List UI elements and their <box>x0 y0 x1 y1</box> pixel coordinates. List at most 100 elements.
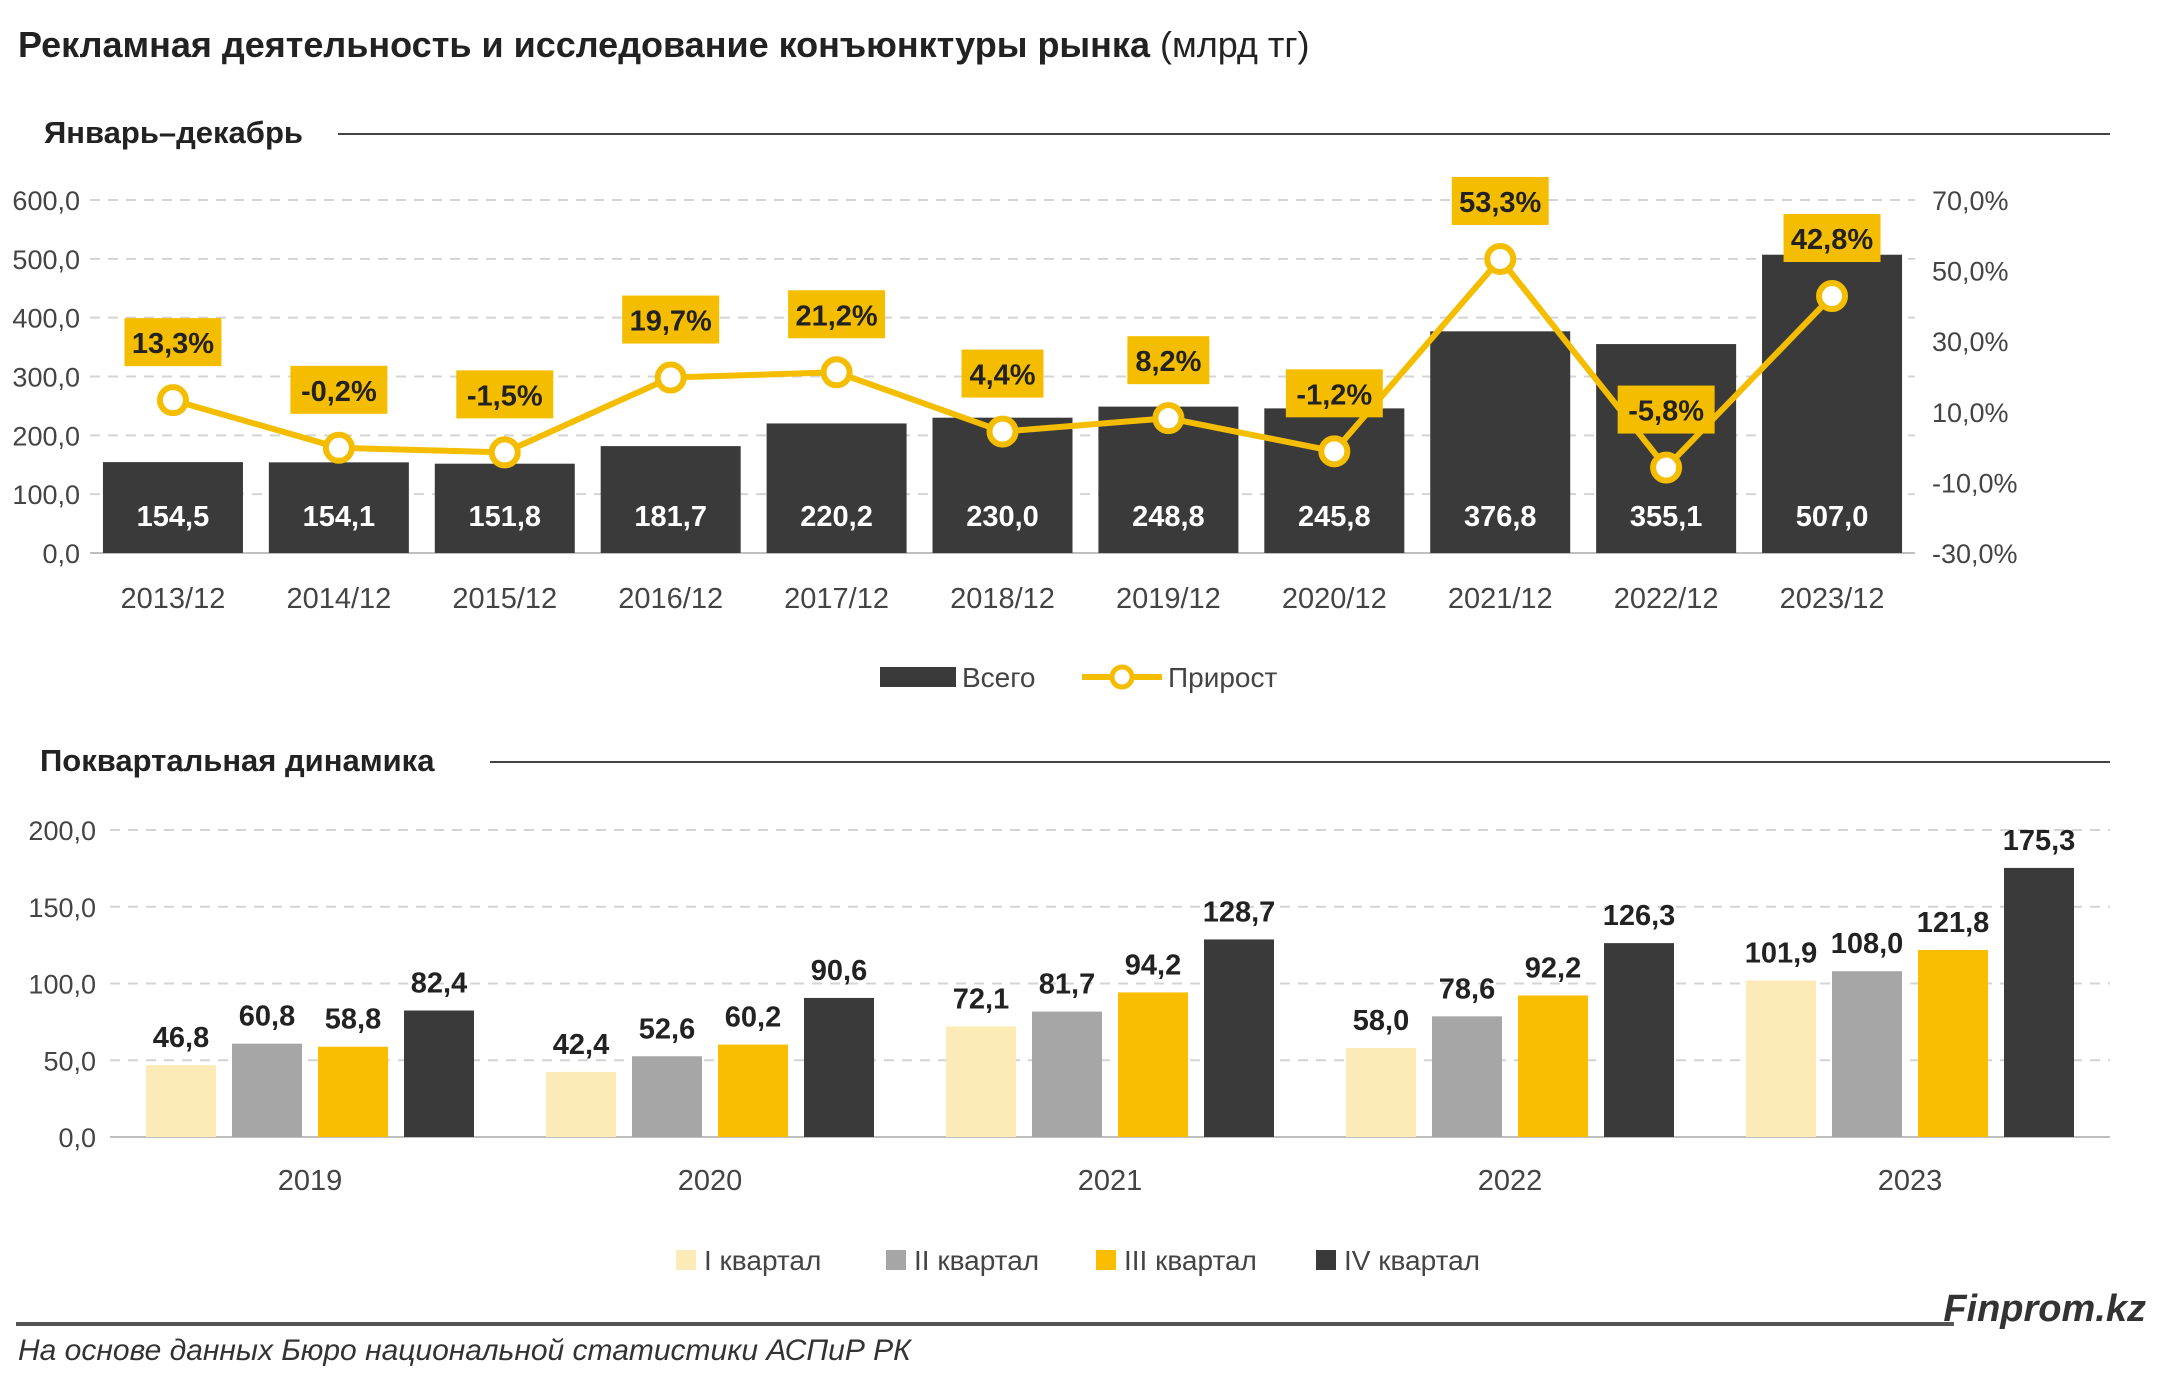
quarterly-subtitle: Поквартальная динамика <box>40 743 435 778</box>
growth-label-box <box>788 290 886 339</box>
x-tick-label: 2016/12 <box>618 583 723 615</box>
bar-quarter-label: 72,1 <box>953 983 1009 1015</box>
growth-label-box <box>456 370 554 419</box>
bar-quarter-2 <box>632 1056 702 1137</box>
bar-quarter-label: 58,8 <box>325 1004 381 1036</box>
bar-quarter-1 <box>146 1065 216 1137</box>
y-tick-label: 400,0 <box>12 304 80 334</box>
bar-quarter-label: 46,8 <box>153 1022 209 1054</box>
bar-quarter-label: 101,9 <box>1745 938 1818 970</box>
bar-quarter-4 <box>1604 943 1674 1137</box>
annual-legend: Всего Прирост <box>880 662 1277 693</box>
y-tick-label: 0,0 <box>42 539 80 569</box>
source-note: На основе данных Бюро национальной стати… <box>18 1334 911 1367</box>
legend-swatch-total <box>880 667 956 687</box>
growth-label: 42,8% <box>1791 224 1873 256</box>
growth-point <box>1318 435 1351 468</box>
legend-swatch-quarter-3 <box>1096 1250 1116 1270</box>
y-tick-label: 100,0 <box>28 970 96 1000</box>
growth-point <box>820 356 853 389</box>
title-main: Рекламная деятельность и исследование ко… <box>18 24 1150 65</box>
legend-label-quarter-3: III квартал <box>1124 1245 1257 1276</box>
bar-quarter-2 <box>1432 1016 1502 1137</box>
bar-quarter-label: 52,6 <box>639 1013 695 1045</box>
legend-label-quarter-4: IV квартал <box>1344 1245 1480 1276</box>
growth-label: 8,2% <box>1135 346 1201 378</box>
y2-tick-label: 10,0% <box>1932 398 2009 428</box>
growth-label: 13,3% <box>132 328 214 360</box>
y-tick-label: 150,0 <box>28 893 96 923</box>
growth-point <box>1152 402 1185 435</box>
bar-quarter-2 <box>232 1043 302 1137</box>
bar-quarter-2 <box>1032 1011 1102 1137</box>
bar-quarter-3 <box>318 1046 388 1137</box>
bar-total <box>1264 408 1405 553</box>
quarterly-legend: I квартал II квартал III квартал IV квартал <box>676 1245 1480 1276</box>
growth-point <box>654 361 687 394</box>
x-tick-label: 2014/12 <box>286 583 391 615</box>
growth-point <box>986 415 1019 448</box>
growth-point <box>1816 280 1849 313</box>
growth-label: -5,8% <box>1628 396 1704 428</box>
x-tick-label: 2015/12 <box>452 583 557 615</box>
y-tick-label: 50,0 <box>43 1046 96 1076</box>
bar-total-label: 154,1 <box>303 501 376 533</box>
bar-quarter-label: 92,2 <box>1525 952 1581 984</box>
bar-quarter-3 <box>1118 992 1188 1137</box>
y2-tick-label: -10,0% <box>1932 468 2018 498</box>
y-tick-label: 600,0 <box>12 186 80 216</box>
bar-total <box>1596 344 1737 553</box>
annual-subtitle: Январь–декабрь <box>44 115 303 150</box>
brand-logo: Finprom.kz <box>1943 1288 2146 1330</box>
legend-label-quarter-1: I квартал <box>704 1245 821 1276</box>
growth-label-box <box>1451 176 1549 225</box>
bar-quarter-label: 60,2 <box>725 1002 781 1034</box>
annual-chart: Январь–декабрь 0,0 100,0 200,0 300,0 400,0 500… <box>12 115 2110 693</box>
bar-total-label: 507,0 <box>1796 501 1869 533</box>
growth-label-box <box>290 365 388 414</box>
legend-label-quarter-2: II квартал <box>914 1245 1039 1276</box>
bar-total <box>102 462 243 553</box>
bar-quarter-label: 175,3 <box>2003 825 2076 857</box>
bar-quarter-3 <box>1918 950 1988 1137</box>
bar-quarter-label: 78,6 <box>1439 973 1495 1005</box>
growth-point <box>156 384 189 417</box>
bar-total <box>766 423 907 553</box>
bar-total-label: 376,8 <box>1464 501 1537 533</box>
bar-quarter-label: 58,0 <box>1353 1005 1409 1037</box>
x-tick-label: 2017/12 <box>784 583 889 615</box>
bar-total-label: 230,0 <box>966 501 1039 533</box>
growth-label: 21,2% <box>795 300 877 332</box>
y-tick-label: 0,0 <box>58 1123 96 1153</box>
bar-total <box>434 463 575 553</box>
bar-total-label: 245,8 <box>1298 501 1371 533</box>
y2-tick-label: -30,0% <box>1932 539 2018 569</box>
bar-quarter-label: 82,4 <box>411 968 467 1000</box>
bar-quarter-4 <box>2004 867 2074 1137</box>
bar-quarter-label: 60,8 <box>239 1001 295 1033</box>
page-title: Рекламная деятельность и исследование ко… <box>18 24 1310 66</box>
legend-label-total: Всего <box>962 662 1035 693</box>
bar-quarter-2 <box>1832 971 1902 1137</box>
y-tick-label: 100,0 <box>12 480 80 510</box>
bar-quarter-3 <box>1518 995 1588 1137</box>
bar-quarter-label: 42,4 <box>553 1029 609 1061</box>
legend-swatch-quarter-1 <box>676 1250 696 1270</box>
growth-point <box>1484 242 1517 275</box>
footer-divider <box>16 1322 1954 1326</box>
bar-total-label: 355,1 <box>1630 501 1703 533</box>
growth-label-box <box>961 349 1044 398</box>
y2-tick-label: 70,0% <box>1932 186 2009 216</box>
growth-point <box>322 431 355 464</box>
x-tick-label: 2019/12 <box>1116 583 1221 615</box>
bar-total <box>268 462 409 553</box>
bar-quarter-4 <box>804 997 874 1137</box>
legend-label-growth: Прирост <box>1168 662 1277 693</box>
growth-label-box <box>124 318 222 367</box>
growth-label: -1,5% <box>467 380 543 412</box>
growth-label-box <box>1783 214 1881 263</box>
growth-label: -1,2% <box>1296 379 1372 411</box>
bar-quarter-label: 90,6 <box>811 955 867 987</box>
y-tick-label: 200,0 <box>28 816 96 846</box>
bar-total <box>600 446 741 553</box>
